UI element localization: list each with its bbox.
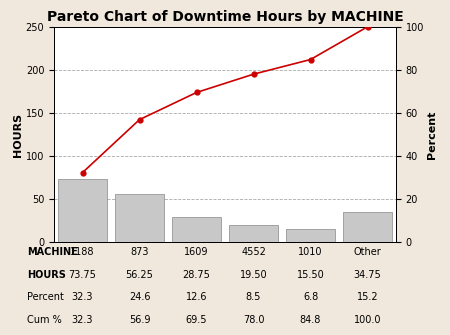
Text: 56.9: 56.9: [129, 315, 150, 325]
Text: 1010: 1010: [298, 248, 323, 258]
Y-axis label: HOURS: HOURS: [13, 113, 23, 156]
Text: 8.5: 8.5: [246, 292, 261, 302]
Text: 15.2: 15.2: [357, 292, 378, 302]
Bar: [286, 229, 335, 242]
Bar: [343, 212, 392, 242]
Text: Cum %: Cum %: [27, 315, 61, 325]
Bar: [115, 194, 164, 242]
Text: 56.25: 56.25: [126, 270, 153, 280]
Text: 69.5: 69.5: [186, 315, 207, 325]
Text: 100.0: 100.0: [354, 315, 381, 325]
Text: Percent: Percent: [27, 292, 63, 302]
Text: 78.0: 78.0: [243, 315, 264, 325]
Text: 32.3: 32.3: [72, 292, 93, 302]
Bar: [172, 217, 220, 242]
Text: 15.50: 15.50: [297, 270, 324, 280]
Bar: [230, 225, 278, 242]
Text: 1188: 1188: [70, 248, 95, 258]
Text: 873: 873: [130, 248, 149, 258]
Text: 6.8: 6.8: [303, 292, 318, 302]
Bar: [58, 179, 107, 242]
Text: 28.75: 28.75: [183, 270, 211, 280]
Text: 34.75: 34.75: [354, 270, 382, 280]
Text: Other: Other: [354, 248, 382, 258]
Text: 4552: 4552: [241, 248, 266, 258]
Text: MACHINE: MACHINE: [27, 248, 77, 258]
Text: 1609: 1609: [184, 248, 209, 258]
Title: Pareto Chart of Downtime Hours by MACHINE: Pareto Chart of Downtime Hours by MACHIN…: [47, 10, 403, 24]
Text: HOURS: HOURS: [27, 270, 66, 280]
Text: 84.8: 84.8: [300, 315, 321, 325]
Text: 12.6: 12.6: [186, 292, 207, 302]
Text: 24.6: 24.6: [129, 292, 150, 302]
Text: 32.3: 32.3: [72, 315, 93, 325]
Y-axis label: Percent: Percent: [427, 110, 437, 159]
Text: 73.75: 73.75: [68, 270, 96, 280]
Text: 19.50: 19.50: [240, 270, 267, 280]
